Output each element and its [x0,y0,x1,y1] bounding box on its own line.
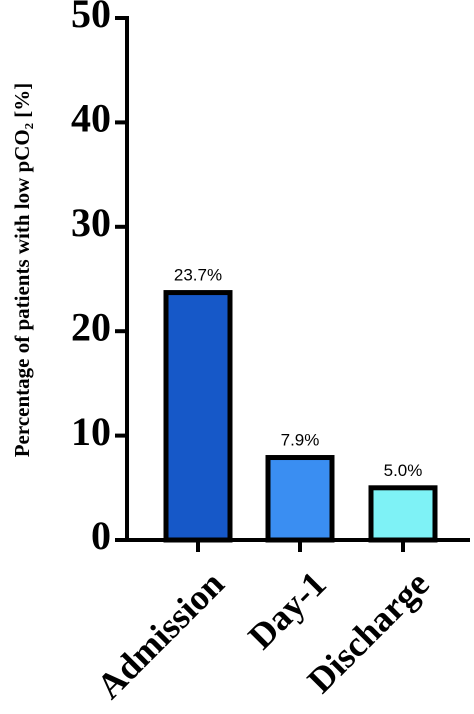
value-label: 23.7% [174,266,222,285]
bar [265,455,335,543]
x-tick-label: Admission [89,563,232,706]
value-label: 7.9% [281,431,320,450]
y-tick-label: 10 [71,409,111,454]
y-tick-label: 20 [71,304,111,349]
x-tick-label: Day-1 [240,563,333,656]
y-tick-label: 40 [71,96,111,141]
y-tick-label: 0 [91,513,111,558]
y-tick-label: 30 [71,200,111,245]
y-tick-label: 50 [71,0,111,36]
bar [368,485,438,543]
value-label: 5.0% [384,461,423,480]
y-axis-label: Percentage of patients with low pCO₂ [%] [10,83,34,458]
bar [163,290,233,543]
